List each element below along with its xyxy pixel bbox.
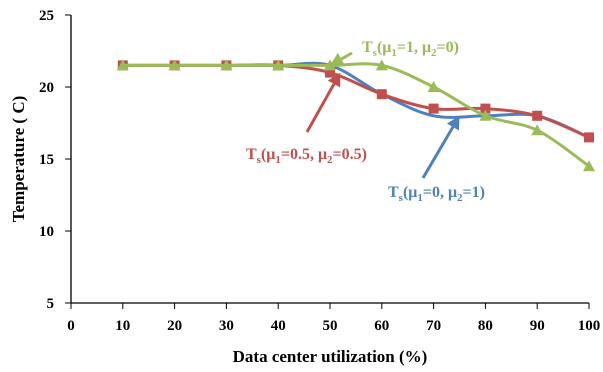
axes: 0 10 20 30 40 50 60 70 80 90 100 5 10 15 20 25 Data cent… — [9, 8, 600, 366]
annotation-label-part: =0) — [437, 39, 459, 56]
series-green — [116, 59, 595, 172]
series-blue — [122, 61, 590, 139]
x-tick-label: 100 — [578, 318, 601, 334]
annotation-label: Ts(μ1=0.5, μ2=0.5) — [246, 146, 367, 166]
y-tick-label: 25 — [39, 8, 54, 24]
x-tick-label: 30 — [219, 318, 234, 334]
annotation-label-part: 2 — [431, 47, 437, 59]
x-tick-label: 80 — [478, 318, 493, 334]
annotation-label-part: =0.5, μ — [281, 146, 327, 163]
annotation-arrow-shaft — [340, 51, 353, 61]
annotation-label-part: 1 — [391, 47, 397, 59]
y-tick-label: 5 — [47, 296, 55, 312]
x-tick-label: 40 — [271, 318, 286, 334]
annotation-label-part: (μ — [403, 184, 417, 201]
annotation-label-part: 1 — [417, 192, 423, 204]
series-layer — [116, 59, 595, 172]
x-tick-label: 60 — [374, 318, 389, 334]
data-point-square — [480, 103, 491, 114]
y-tick-label: 20 — [39, 80, 54, 96]
data-point-triangle — [168, 59, 181, 71]
data-point-triangle — [531, 124, 544, 136]
annotation-label-part: =0.5) — [333, 146, 367, 163]
annotation-label-part: s — [373, 47, 378, 59]
annotation-label-part: s — [399, 192, 404, 204]
x-tick-label: 10 — [115, 318, 130, 334]
y-tick-label: 15 — [39, 152, 54, 168]
annotation-label: Ts(μ1=0, μ2=1) — [388, 184, 485, 204]
annotation-label-part: =1) — [463, 184, 485, 201]
series-line — [122, 63, 590, 139]
data-point-triangle — [479, 109, 492, 121]
annotation-arrow-shaft — [305, 83, 336, 133]
annotation-arrow-head — [330, 52, 345, 66]
data-point-triangle — [427, 81, 440, 92]
annotation-label-part: 1 — [275, 154, 281, 166]
x-tick-label: 70 — [426, 318, 441, 334]
data-point-triangle — [116, 59, 129, 71]
annotation-label-part: T — [362, 39, 373, 56]
x-tick-label: 90 — [530, 318, 545, 334]
annotation-label-part: (μ — [261, 146, 275, 163]
x-tick-label: 20 — [167, 318, 182, 334]
x-axis-title: Data center utilization (%) — [233, 347, 428, 366]
y-axis-title: Temperature ( C) — [9, 96, 28, 223]
series-line — [122, 61, 590, 139]
data-point-square — [584, 132, 594, 143]
data-point-square — [532, 110, 543, 121]
annotation-blue: Ts(μ1=0, μ2=1) — [388, 115, 485, 204]
annotation-label-part: (μ — [377, 39, 391, 56]
annotation-label-part: T — [246, 146, 257, 163]
data-point-triangle — [324, 59, 336, 71]
annotation-green: Ts(μ1=1, μ2=0) — [330, 39, 459, 66]
x-tick-label: 50 — [323, 318, 338, 334]
annotation-arrow-head — [327, 72, 341, 88]
data-point-triangle — [583, 160, 595, 172]
annotation-label-part: 2 — [457, 192, 463, 204]
data-point-triangle — [220, 59, 233, 71]
annotation-label-part: s — [257, 154, 262, 166]
data-point-square — [428, 103, 439, 114]
annotation-label-part: =1, μ — [397, 39, 431, 56]
annotation-label-part: T — [388, 184, 399, 201]
annotation-layer: Ts(μ1=0, μ2=1)Ts(μ1=0.5, μ2=0.5)Ts(μ1=1,… — [246, 39, 485, 204]
annotation-arrow-shaft — [421, 126, 455, 179]
annotation-label-part: =0, μ — [423, 184, 457, 201]
annotation-label: Ts(μ1=1, μ2=0) — [362, 39, 459, 59]
annotation-arrow-head — [446, 115, 460, 131]
data-point-square — [325, 67, 335, 78]
annotation-red: Ts(μ1=0.5, μ2=0.5) — [246, 72, 367, 166]
data-point-square — [376, 89, 387, 100]
x-tick-label: 0 — [67, 318, 75, 334]
y-tick-label: 10 — [39, 224, 54, 240]
data-point-triangle — [375, 59, 388, 71]
annotation-label-part: 2 — [327, 154, 333, 166]
series-line — [122, 62, 590, 168]
series-red — [117, 60, 594, 143]
data-point-triangle — [272, 59, 285, 71]
